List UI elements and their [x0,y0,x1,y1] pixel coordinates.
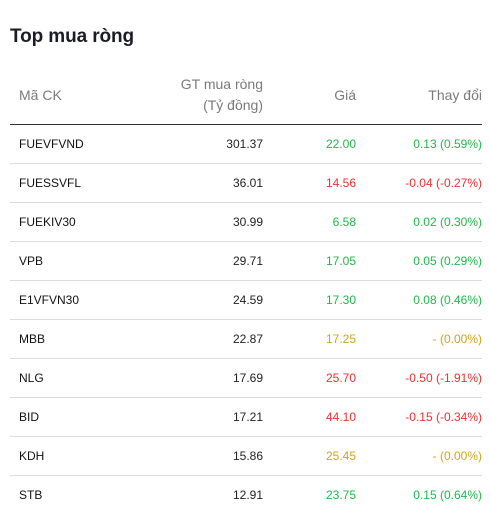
table-row[interactable]: KDH 15.86 25.45 - (0.00%) [10,436,482,476]
header-row: Mã CK GT mua ròng (Tỷ đồng) Giá Thay đổi [10,66,482,125]
cell-price: 17.05 [263,241,356,281]
cell-code[interactable]: BID [10,397,149,437]
cell-net-buy-value: 12.91 [232,488,263,502]
cell-net-buy-value: 15.86 [149,436,263,476]
cell-code[interactable]: FUEKIV30 [10,202,149,242]
table-row[interactable]: FUEKIV30 30.99 6.58 0.02 (0.30%) [10,202,482,242]
cell-change: 0.15 (0.64%) [413,488,482,502]
cell-code[interactable]: E1VFVN30 [10,280,149,320]
header-net-buy-value[interactable]: GT mua ròng (Tỷ đồng) [149,66,263,125]
cell-code[interactable]: FUEVFVND [10,124,149,164]
cell-price: 25.70 [263,358,356,398]
header-change[interactable]: Thay đổi [356,66,482,125]
table-row[interactable]: VPB 29.71 17.05 0.05 (0.29%) [10,241,482,281]
cell-net-buy-value: 30.99 [149,202,263,242]
header-value-line2: (Tỷ đồng) [203,97,263,113]
cell-change: -0.15 (-0.34%) [356,397,482,437]
table-body: FUEVFVND 301.37 22.00 0.13 (0.59%) FUESS… [10,124,482,515]
header-value-line1: GT mua ròng [180,76,263,92]
cell-net-buy-value: 24.59 [149,280,263,320]
cell-price: 6.58 [263,202,356,242]
header-code[interactable]: Mã CK [10,66,149,125]
table-row[interactable]: NLG 17.69 25.70 -0.50 (-1.91%) [10,358,482,398]
cell-price: 22.00 [263,124,356,164]
cell-price: 17.30 [263,280,356,320]
cell-net-buy-value: 22.87 [149,319,263,359]
cell-price: 14.56 [263,163,356,203]
header-price[interactable]: Giá [263,66,356,125]
cell-code[interactable]: NLG [10,358,149,398]
cell-code[interactable]: STB [19,488,43,502]
cell-change: - (0.00%) [356,436,482,476]
cell-net-buy-value: 29.71 [149,241,263,281]
table-row[interactable]: FUESSVFL 36.01 14.56 -0.04 (-0.27%) [10,163,482,203]
cell-code[interactable]: FUESSVFL [10,163,149,203]
cell-net-buy-value: 301.37 [149,124,263,164]
table-row[interactable]: STB 12.91 23.75 0.15 (0.64%) [10,476,482,515]
table-row[interactable]: MBB 22.87 17.25 - (0.00%) [10,319,482,359]
cell-change: 0.05 (0.29%) [356,241,482,281]
cell-price: 23.75 [325,488,356,502]
table-header: Mã CK GT mua ròng (Tỷ đồng) Giá Thay đổi [10,66,482,125]
cell-change: 0.13 (0.59%) [356,124,482,164]
cell-change: - (0.00%) [356,319,482,359]
cell-change: 0.02 (0.30%) [356,202,482,242]
cell-change: -0.50 (-1.91%) [356,358,482,398]
cell-code[interactable]: MBB [10,319,149,359]
cell-code[interactable]: KDH [10,436,149,476]
cell-net-buy-value: 17.21 [149,397,263,437]
cell-change: 0.08 (0.46%) [356,280,482,320]
cell-net-buy-value: 36.01 [149,163,263,203]
cell-price: 44.10 [263,397,356,437]
table-row[interactable]: BID 17.21 44.10 -0.15 (-0.34%) [10,397,482,437]
cell-net-buy-value: 17.69 [149,358,263,398]
cell-price: 25.45 [263,436,356,476]
widget-title: Top mua ròng [10,26,135,47]
table-row[interactable]: FUEVFVND 301.37 22.00 0.13 (0.59%) [10,124,482,164]
cell-price: 17.25 [263,319,356,359]
table-row[interactable]: E1VFVN30 24.59 17.30 0.08 (0.46%) [10,280,482,320]
cell-code[interactable]: VPB [10,241,149,281]
cell-change: -0.04 (-0.27%) [356,163,482,203]
net-buy-table: Mã CK GT mua ròng (Tỷ đồng) Giá Thay đổi… [10,66,482,514]
